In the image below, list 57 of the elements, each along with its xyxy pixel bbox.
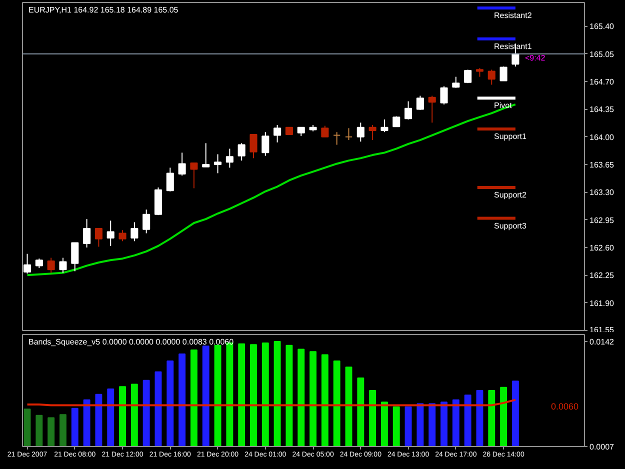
candlestick bbox=[333, 132, 341, 146]
ref-line-label: Pivot bbox=[494, 101, 513, 110]
candlestick bbox=[142, 209, 150, 234]
candlestick bbox=[404, 100, 412, 120]
y-tick-label: 0.0142 bbox=[590, 338, 615, 346]
candlestick bbox=[416, 95, 424, 110]
text: 0.0060 bbox=[550, 402, 579, 412]
ref-line-label: Support3 bbox=[494, 221, 528, 230]
candlestick bbox=[202, 142, 210, 168]
candlestick bbox=[250, 134, 258, 159]
candlestick bbox=[47, 257, 55, 274]
candlestick bbox=[178, 152, 186, 176]
annotation: <9:42 bbox=[524, 53, 546, 62]
candlestick bbox=[500, 66, 508, 82]
candlestick bbox=[35, 258, 43, 269]
candlestick bbox=[368, 124, 376, 141]
y-tick-label: 163.65 bbox=[590, 160, 615, 170]
candlestick bbox=[214, 154, 222, 174]
ref-line-label: Support2 bbox=[494, 190, 528, 200]
candlestick bbox=[94, 228, 102, 248]
y-tick-label: 164.70 bbox=[590, 78, 615, 87]
y-tick-label: 0.0007 bbox=[590, 442, 615, 452]
candlestick bbox=[59, 257, 67, 274]
candlestick bbox=[262, 132, 270, 156]
y-tick-label: 161.90 bbox=[590, 298, 615, 308]
candlestick bbox=[23, 253, 32, 274]
y-tick-label: 165.05 bbox=[590, 50, 615, 59]
y-tick-label: 162.25 bbox=[590, 271, 615, 280]
candlestick bbox=[274, 124, 282, 143]
y-tick-label: 162.60 bbox=[590, 244, 615, 253]
y-tick-label: 164.35 bbox=[590, 105, 615, 114]
candlestick bbox=[440, 86, 448, 105]
candlestick bbox=[118, 230, 126, 242]
candlestick bbox=[428, 95, 436, 124]
candlestick bbox=[344, 128, 353, 141]
y-tick-label: 165.40 bbox=[590, 22, 615, 32]
candlestick bbox=[71, 242, 79, 272]
candlestick bbox=[130, 222, 138, 242]
chart-title: EURJPY,H1 164.92 165.18 164.89 165.05 bbox=[28, 6, 179, 14]
ref-line-label: Resistant2 bbox=[494, 11, 532, 20]
candlestick bbox=[106, 220, 114, 246]
candlestick bbox=[452, 76, 460, 88]
candlestick bbox=[380, 118, 388, 133]
candlestick bbox=[464, 69, 472, 84]
candlestick bbox=[166, 167, 174, 192]
y-tick-label: 162.95 bbox=[590, 216, 615, 225]
candlestick bbox=[226, 148, 234, 168]
candlestick bbox=[488, 69, 496, 86]
y-tick-label: 164.00 bbox=[590, 132, 615, 142]
candlestick bbox=[190, 162, 198, 189]
candlestick bbox=[356, 122, 364, 142]
y-tick-label: 163.30 bbox=[590, 188, 615, 198]
candlestick bbox=[83, 218, 91, 248]
candlestick bbox=[321, 125, 329, 138]
chart-title: Bands_Squeeze_v5 0.0000 0.0000 0.0000 0.0083 0.0060 bbox=[28, 338, 234, 346]
ref-line-label: Support1 bbox=[494, 132, 528, 141]
candlestick bbox=[238, 142, 246, 162]
